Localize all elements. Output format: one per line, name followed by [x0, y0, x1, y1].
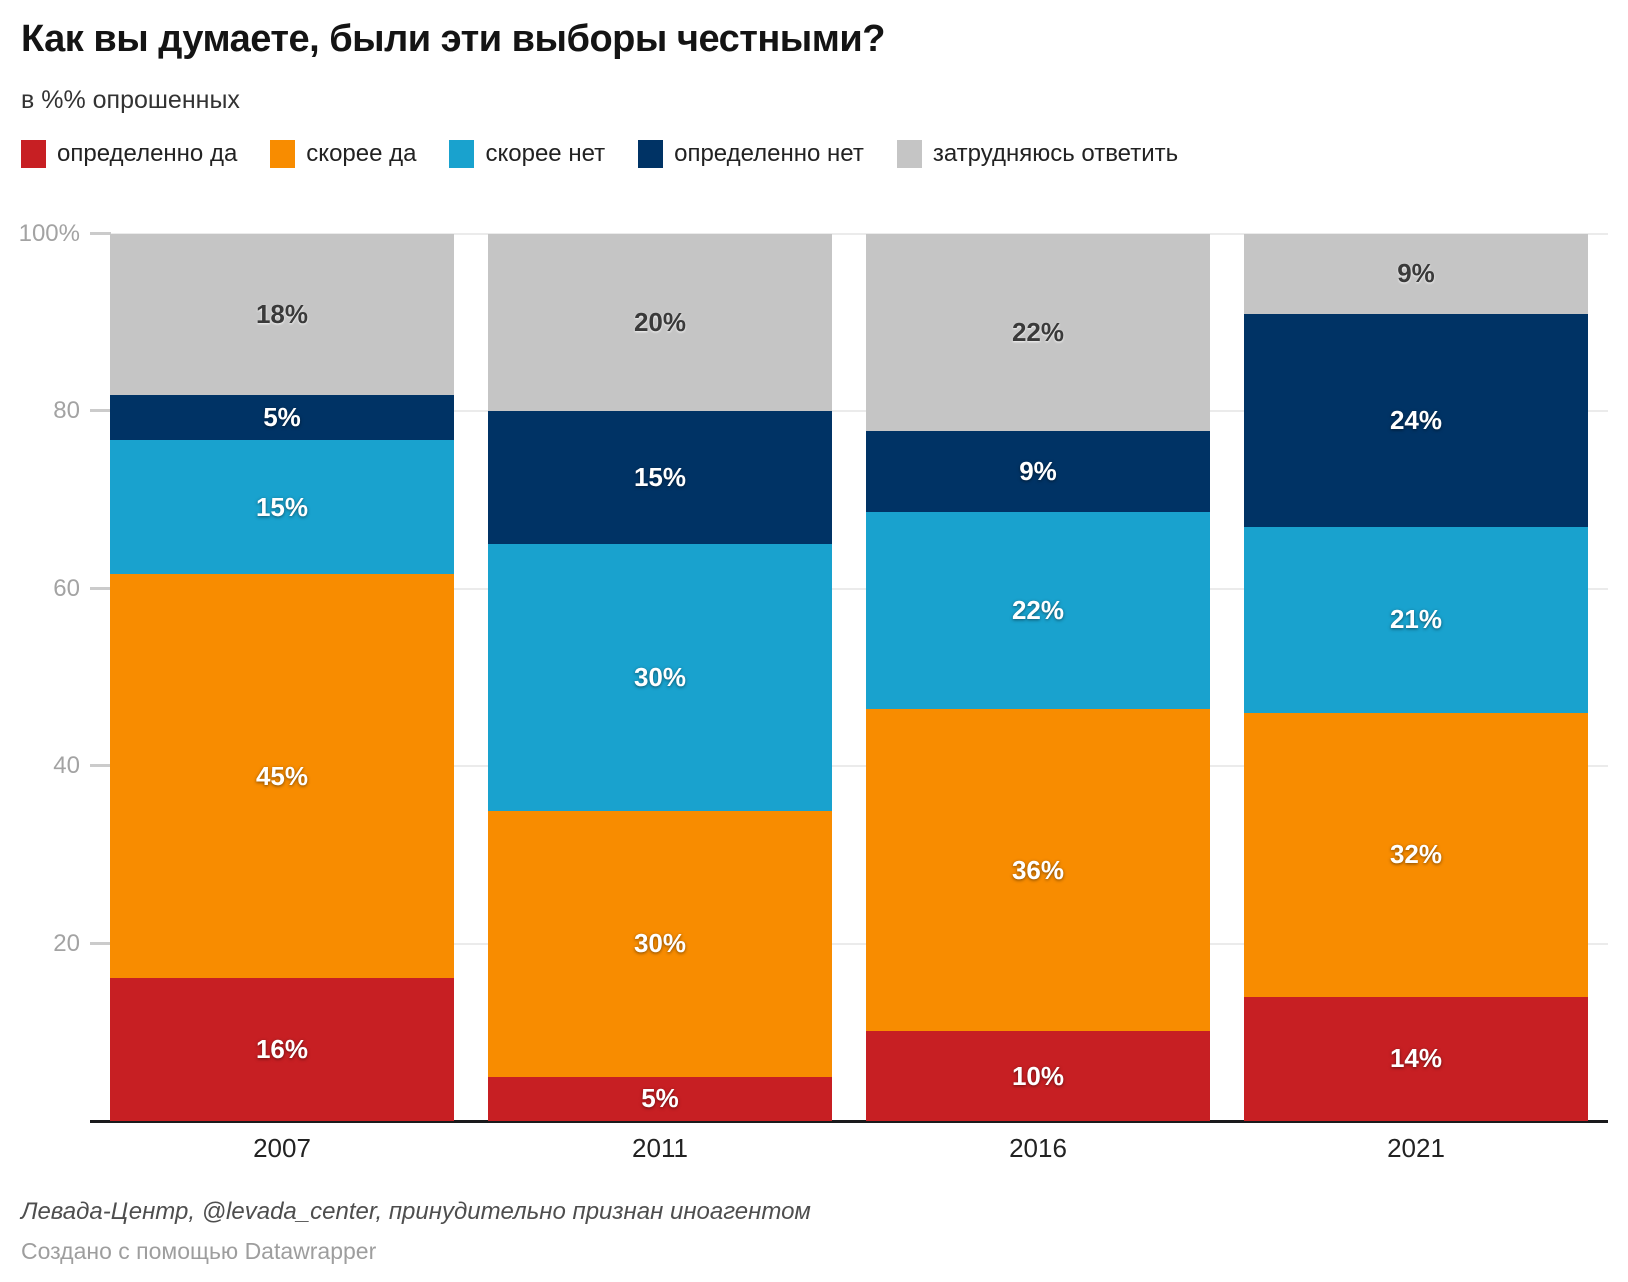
y-tick [90, 586, 111, 590]
legend-item-rather-no: скорее нет [449, 140, 605, 168]
plot-area: 100% 80 60 40 20 16% 45% 15% 5% 18% 5% 30% 30% 15% 20%… [0, 220, 1628, 1123]
legend-item-rather-yes: скорее да [270, 140, 416, 168]
legend: определенно да скорее да скорее нет опре… [21, 140, 1178, 168]
legend-swatch-definitely-no [638, 140, 664, 168]
segment-value-label: 14% [1389, 1043, 1443, 1074]
legend-label: скорее нет [485, 140, 606, 167]
bar-segment: 14% [1244, 996, 1588, 1121]
bar-segment: 9% [866, 431, 1210, 512]
segment-value-label: 18% [255, 299, 309, 330]
bar-segment: 30% [488, 544, 832, 811]
y-axis-label: 100% [18, 220, 80, 247]
bar-segment: 5% [488, 1076, 832, 1121]
segment-value-label: 32% [1389, 839, 1443, 870]
x-axis-label: 2021 [1387, 1133, 1445, 1163]
y-tick [90, 409, 111, 413]
y-tick [90, 764, 111, 768]
bar-segment: 24% [1244, 313, 1588, 527]
x-axis-label: 2011 [632, 1133, 688, 1163]
segment-value-label: 5% [263, 402, 301, 433]
chart-subtitle: в %% опрошенных [21, 86, 240, 114]
segment-value-label: 30% [633, 662, 687, 693]
segment-value-label: 15% [255, 491, 309, 522]
segment-value-label: 15% [633, 462, 687, 493]
segment-value-label: 5% [641, 1083, 679, 1114]
y-axis-label: 20 [53, 929, 80, 957]
source-note: Левада-Центр, @levada_center, принудител… [21, 1198, 811, 1225]
gridline [90, 942, 1608, 945]
legend-label: затрудняюсь ответить [932, 140, 1179, 167]
bar-segment: 16% [110, 977, 454, 1121]
y-axis-label: 80 [53, 397, 80, 425]
bar-segment: 15% [488, 411, 832, 545]
y-axis-label: 40 [53, 752, 80, 780]
bar-2011: 5% 30% 30% 15% 20% [488, 234, 832, 1121]
segment-value-label: 9% [1397, 258, 1435, 289]
bar-segment: 15% [110, 440, 454, 575]
bar-segment: 36% [866, 708, 1210, 1032]
legend-item-definitely-no: определенно нет [638, 140, 864, 168]
segment-value-label: 24% [1389, 404, 1443, 435]
segment-value-label: 20% [633, 307, 687, 338]
bar-segment: 32% [1244, 713, 1588, 997]
segment-value-label: 21% [1389, 604, 1443, 635]
y-axis-label: 60 [53, 574, 80, 602]
x-axis-label: 2007 [253, 1133, 311, 1163]
bar-2021: 14% 32% 21% 24% 9% [1244, 234, 1588, 1121]
segment-value-label: 36% [1011, 854, 1065, 885]
y-tick [90, 232, 111, 235]
legend-label: определенно нет [674, 140, 864, 167]
segment-value-label: 10% [1011, 1060, 1065, 1091]
bar-segment: 45% [110, 574, 454, 978]
segment-value-label: 22% [1011, 594, 1065, 625]
legend-swatch-definitely-yes [21, 140, 46, 168]
legend-label: скорее да [306, 140, 417, 167]
legend-swatch-rather-yes [270, 140, 296, 168]
bar-segment: 22% [866, 234, 1210, 432]
legend-item-hard-to-answer: затрудняюсь ответить [896, 140, 1179, 168]
y-tick [90, 941, 111, 945]
page-title: Как вы думаете, были эти выборы честными… [21, 18, 885, 60]
segment-value-label: 45% [255, 760, 309, 791]
segment-value-label: 16% [255, 1033, 309, 1064]
bar-segment: 5% [110, 395, 454, 441]
x-axis-label: 2016 [1009, 1133, 1067, 1163]
bar-segment: 10% [866, 1031, 1210, 1121]
segment-value-label: 22% [1011, 317, 1065, 348]
gridline [90, 410, 1608, 413]
segment-value-label: 9% [1019, 455, 1057, 486]
bar-2016: 10% 36% 22% 9% 22% [866, 234, 1210, 1121]
bar-segment: 21% [1244, 526, 1588, 713]
gridline [90, 587, 1608, 590]
bar-2007: 16% 45% 15% 5% 18% [110, 234, 454, 1121]
legend-label: определенно да [57, 140, 238, 167]
legend-swatch-hard-to-answer [896, 140, 922, 168]
bar-segment: 22% [866, 511, 1210, 709]
legend-swatch-rather-no [449, 140, 475, 168]
bar-segment: 9% [1244, 234, 1588, 314]
bar-segment: 20% [488, 234, 832, 412]
legend-item-definitely-yes: определенно да [21, 140, 237, 168]
bar-segment: 18% [110, 234, 454, 396]
gridline [90, 233, 1608, 235]
bar-segment: 30% [488, 810, 832, 1077]
segment-value-label: 30% [633, 928, 687, 959]
attribution: Создано с помощью Datawrapper [21, 1238, 377, 1264]
gridline [90, 765, 1608, 768]
x-axis-line [90, 1120, 1608, 1123]
